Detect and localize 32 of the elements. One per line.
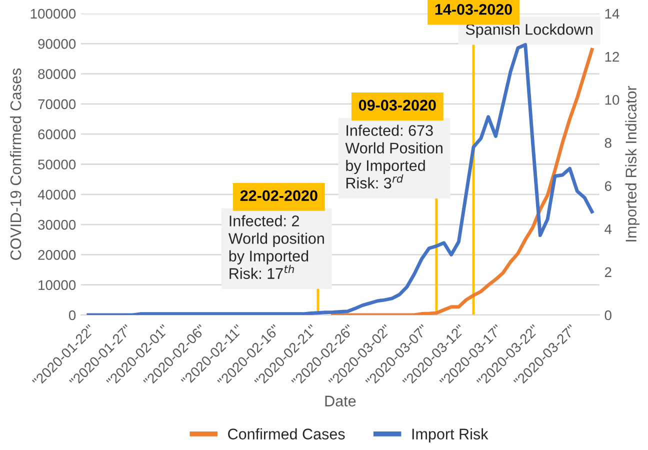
y-tick-label: 100000 [30,8,76,19]
y2-tick-label: 8 [604,138,612,148]
annotation: Infected: 2 World position by Imported Risk: 17$^{th}$ [228,215,324,279]
line-series [331,48,594,315]
y2-tick-label: 4 [604,224,612,234]
ref-line-label: 09-03-2020 [358,100,436,111]
ref-line-label: 22-02-2020 [240,190,318,202]
y-axis-title: COVID-19 Confirmed Cases [10,68,22,260]
y-tick-label: 30000 [38,220,76,230]
y2-tick-label: 0 [604,310,612,320]
y-tick-label: 20000 [38,250,76,260]
legend-label: Confirmed Cases [228,428,345,440]
annotation: Infected: 673 World Position by Imported Risk: 3$^{rd}$ [345,124,442,189]
y-tick-label: 10000 [38,280,76,290]
y-tick-label: 0 [68,310,76,320]
x-axis-title: Date [325,396,356,406]
y2-tick-label: 6 [604,181,612,191]
y-tick-label: 90000 [38,38,76,49]
y2-tick-label: 14 [605,8,620,19]
annotation: Spanish Lockdown [466,24,592,38]
legend-label: Import Risk [412,428,488,442]
y-tick-label: 60000 [38,129,76,140]
y-tick-label: 40000 [38,190,76,200]
y-tick-label: 80000 [38,69,76,79]
y-tick-label: 50000 [38,160,76,170]
y2-tick-label: 12 [605,52,620,62]
line-series [86,42,594,315]
y2-axis-title: Imported Risk Indicator [625,86,640,242]
y2-tick-label: 2 [604,267,612,277]
y-tick-label: 70000 [38,99,76,110]
y2-tick-label: 10 [605,94,620,105]
ref-line-label: 14-03-2020 [435,4,512,15]
